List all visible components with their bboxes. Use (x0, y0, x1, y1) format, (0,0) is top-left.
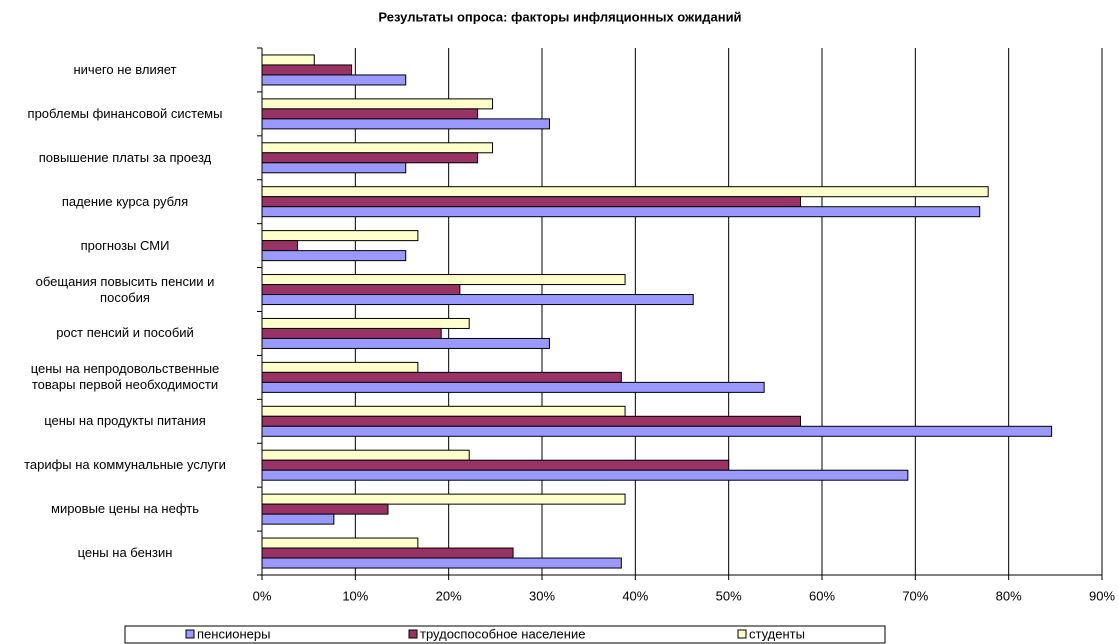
legend-swatch (185, 629, 195, 639)
bar (261, 118, 550, 130)
bar (261, 230, 419, 242)
bar (261, 250, 407, 262)
legend-label: трудоспособное население (420, 626, 585, 641)
bar (261, 74, 407, 86)
bar (261, 108, 479, 120)
x-tick-label: 0% (253, 588, 272, 603)
bar (261, 557, 622, 569)
bar (261, 152, 479, 164)
bar (261, 98, 494, 110)
bar (261, 294, 694, 306)
legend-swatch (737, 629, 747, 639)
x-tick-label: 60% (809, 588, 835, 603)
bar (261, 54, 315, 66)
legend-swatch (408, 629, 418, 639)
bar (261, 327, 442, 339)
bar (261, 142, 494, 154)
bar (261, 284, 461, 296)
bar (261, 162, 407, 174)
bar (261, 371, 622, 383)
x-tick-label: 40% (622, 588, 648, 603)
category-label: мировые цены на нефть (51, 501, 199, 517)
chart-title: Результаты опроса: факторы инфляционных … (378, 9, 741, 24)
x-tick-label: 80% (996, 588, 1022, 603)
category-label: цены на бензин (77, 545, 173, 561)
bar (261, 503, 389, 515)
bar (261, 361, 419, 373)
legend-label: пенсионеры (197, 626, 270, 641)
category-label: обещания повысить пенсии и пособия (35, 273, 215, 305)
category-label: рост пенсий и пособий (56, 325, 194, 341)
bar (261, 469, 909, 481)
x-tick-label: 10% (342, 588, 368, 603)
bar (261, 405, 626, 417)
category-label: проблемы финансовой системы (27, 105, 223, 121)
bar (261, 274, 626, 286)
bar (261, 337, 550, 349)
bar (261, 449, 470, 461)
bar (261, 537, 419, 549)
bar (261, 513, 335, 525)
category-label: цены на продукты питания (44, 413, 206, 429)
category-label: тарифы на коммунальные услуги (24, 457, 226, 473)
x-tick-label: 70% (902, 588, 928, 603)
bar (261, 415, 802, 427)
bar (261, 64, 353, 76)
bar (261, 240, 298, 252)
x-tick-label: 30% (529, 588, 555, 603)
category-label: ничего не влияет (73, 61, 177, 77)
bar (261, 196, 802, 208)
bar (261, 547, 514, 559)
x-tick-label: 50% (716, 588, 742, 603)
bar (261, 493, 626, 505)
bar (261, 459, 730, 471)
x-tick-label: 90% (1089, 588, 1115, 603)
bar (261, 186, 989, 198)
category-label: падение курса рубля (61, 193, 189, 209)
category-label: прогнозы СМИ (80, 237, 170, 253)
legend-label: студенты (749, 626, 805, 641)
category-label: цены на непродовольственные товары перво… (30, 361, 220, 393)
bar (261, 381, 765, 393)
category-label: повышение платы за проезд (38, 149, 212, 165)
bar (261, 206, 981, 218)
x-tick-label: 20% (436, 588, 462, 603)
bar (261, 425, 1053, 437)
bar (261, 317, 470, 329)
legend-box (124, 625, 886, 644)
